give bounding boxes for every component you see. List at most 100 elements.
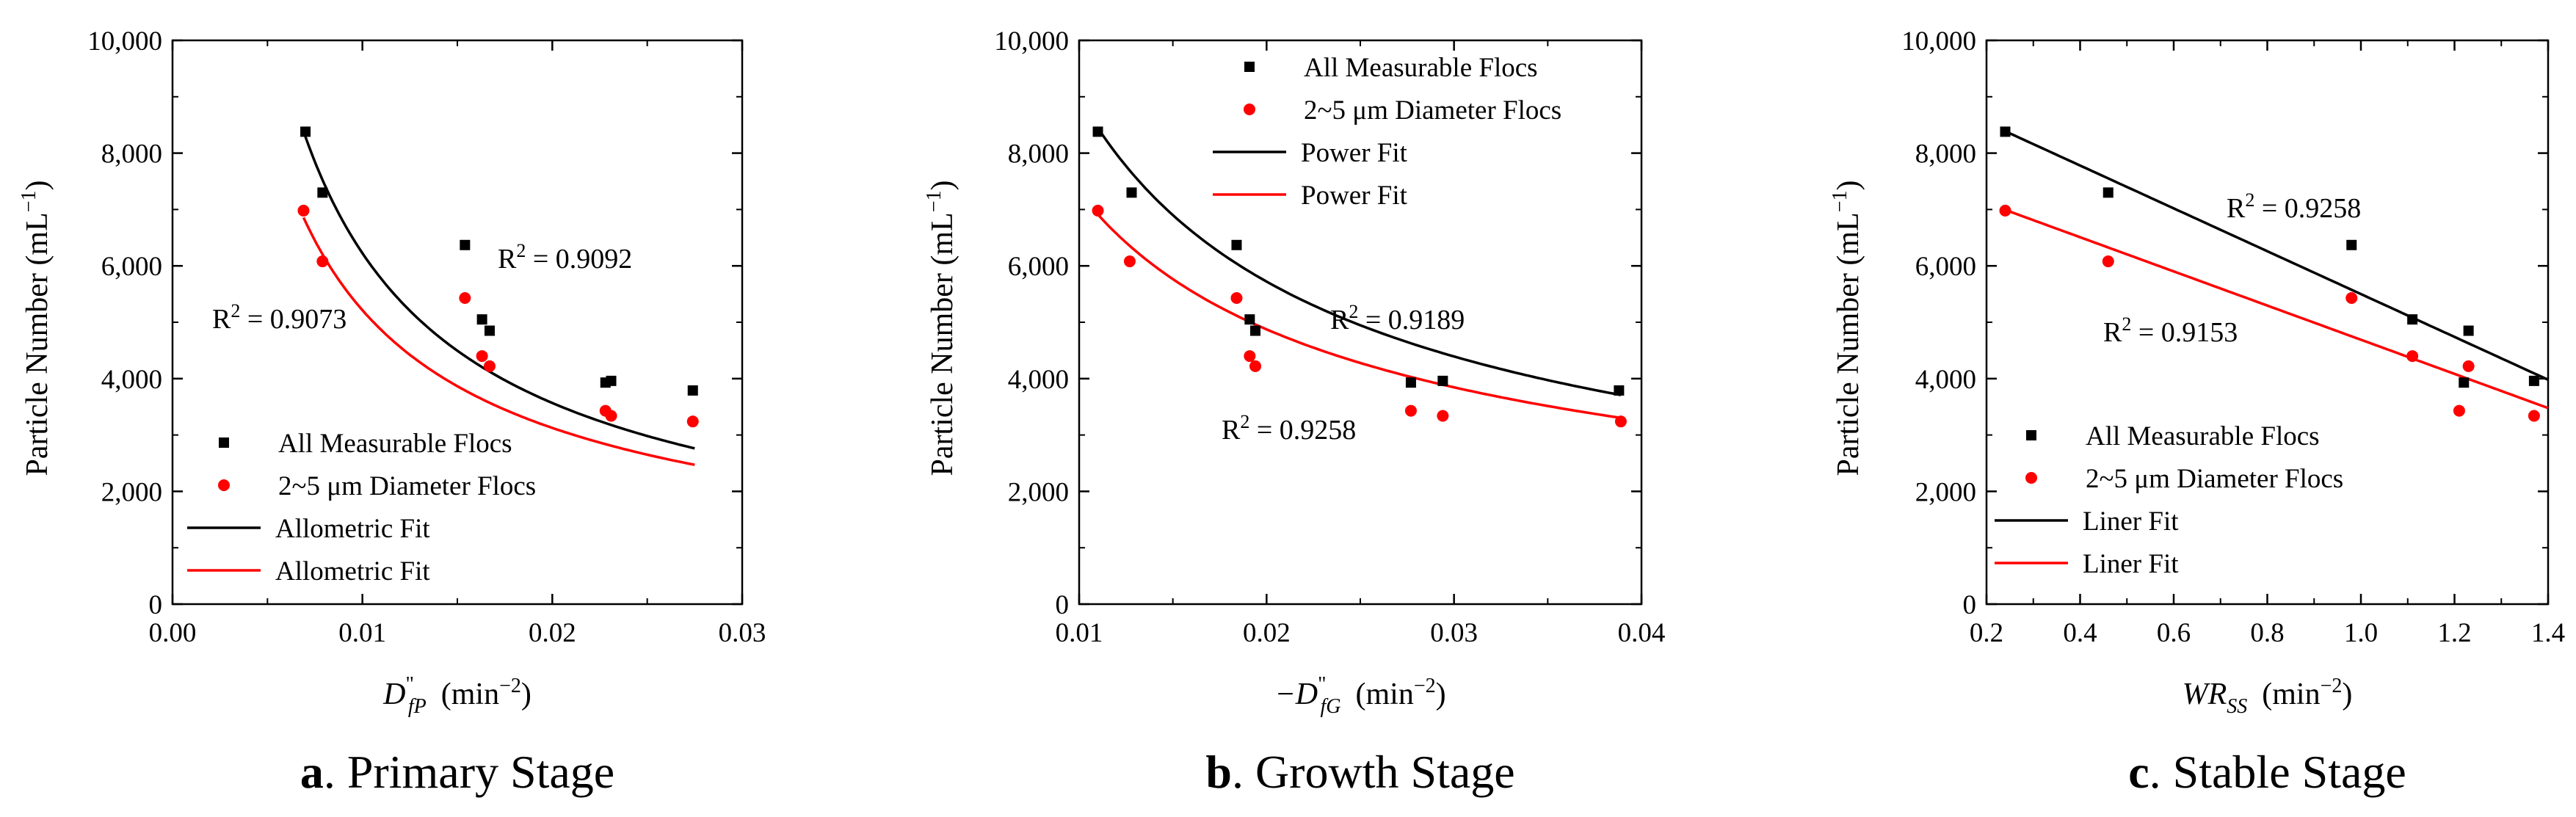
data-point-small-flocs [2345, 291, 2358, 304]
fit-line-all-flocs [302, 131, 695, 450]
x-tick-label: 0.01 [338, 618, 386, 648]
legend: All Measurable Flocs 2~5 μm Diameter Floc… [1213, 53, 1561, 211]
r-value: = 0.9258 [2254, 193, 2361, 224]
x-label-prime: " [405, 673, 413, 696]
data-point-all-flocs [1614, 385, 1625, 396]
y-label-close: ) [926, 180, 959, 190]
x-tick-label: 0.01 [1056, 618, 1103, 648]
y-tick-label: 6,000 [1008, 252, 1069, 282]
panel-caption: c. Stable Stage [2128, 746, 2406, 798]
r-squared-annotation: R2 = 0.9189 [1330, 301, 1465, 335]
r-sup: 2 [1240, 411, 1249, 432]
r-base: R [2227, 193, 2246, 224]
data-point-all-flocs [1092, 126, 1103, 137]
data-point-small-flocs [459, 291, 471, 304]
x-label-symbol: D [382, 678, 405, 711]
y-label-sup: −1 [1829, 190, 1851, 212]
data-point-small-flocs [316, 255, 329, 268]
r-value: = 0.9092 [526, 244, 632, 275]
legend-marker-square [1244, 62, 1255, 72]
data-point-all-flocs [2463, 325, 2474, 336]
y-label-sup: −1 [923, 190, 946, 212]
plot-frame [1985, 39, 2550, 606]
y-label-text: Particle Number (mL [21, 212, 54, 476]
x-label-sub: fG [1321, 695, 1341, 718]
legend-item-fit-small-label: Liner Fit [2083, 549, 2179, 579]
y-label-text: Particle Number (mL [1832, 212, 1865, 476]
x-label-symbol: −D [1274, 678, 1318, 711]
y-label-close: ) [1832, 180, 1865, 190]
data-point-small-flocs [476, 350, 488, 363]
x-label-units: (min [441, 678, 499, 711]
r-value: = 0.9153 [2131, 317, 2238, 348]
x-tick-label: 0.02 [529, 618, 576, 648]
data-point-small-flocs [1404, 404, 1417, 417]
data-point-all-flocs [606, 375, 617, 386]
x-label-units: (min [1356, 678, 1414, 711]
legend-item-all-flocs-label: All Measurable Flocs [278, 429, 512, 459]
legend-item-small-flocs-label: 2~5 μm Diameter Flocs [278, 471, 536, 501]
fit-line-all-flocs [1097, 127, 1622, 396]
y-tick-label: 10,000 [994, 26, 1069, 57]
legend-marker-square [219, 437, 229, 448]
r-base: R [498, 244, 517, 275]
r-squared-annotation: R2 = 0.9258 [2227, 189, 2361, 224]
legend-item-fit-small-label: Allometric Fit [275, 556, 430, 587]
legend-item-all-flocs-label: All Measurable Flocs [2086, 421, 2320, 451]
y-tick-label: 0 [1963, 590, 1977, 620]
y-axis-label: Particle Number (mL−1) [1829, 180, 1865, 476]
data-point-small-flocs [1123, 255, 1136, 268]
y-tick-label: 2,000 [1915, 477, 1976, 507]
r-sup: 2 [2122, 313, 2131, 335]
data-point-all-flocs [1231, 239, 1242, 250]
x-label-symbol: WR [2183, 678, 2227, 711]
r-value: = 0.9073 [240, 304, 347, 335]
data-point-small-flocs [483, 360, 496, 372]
x-tick-label: 0.03 [719, 618, 766, 648]
data-point-all-flocs [1244, 314, 1255, 325]
x-label-units-sup: −2 [499, 675, 521, 697]
x-tick-label: 0.8 [2250, 618, 2284, 648]
legend-item-fit-all-label: Power Fit [1301, 138, 1408, 168]
y-tick-label: 2,000 [1008, 477, 1069, 507]
data-point-small-flocs [2528, 410, 2540, 422]
r-squared-annotation: R2 = 0.9258 [1222, 411, 1356, 446]
x-label-sub: fP [408, 695, 427, 718]
legend-item-small-flocs-label: 2~5 μm Diameter Flocs [2086, 464, 2343, 494]
data-point-small-flocs [1999, 204, 2011, 217]
fit-line-all-flocs [2000, 128, 2549, 381]
r-sup: 2 [231, 300, 240, 322]
y-tick-label: 6,000 [101, 252, 162, 282]
r-sup: 2 [1349, 301, 1358, 322]
x-label-units-sup: −2 [1414, 675, 1436, 697]
caption-letter: b [1205, 746, 1232, 798]
data-point-small-flocs [1437, 410, 1449, 422]
r-value: = 0.9189 [1358, 305, 1465, 335]
y-tick-label: 0 [1056, 590, 1070, 620]
x-tick-label: 0.03 [1430, 618, 1478, 648]
r-sup: 2 [516, 240, 526, 261]
data-point-small-flocs [1249, 360, 1262, 372]
data-point-all-flocs [1250, 325, 1261, 336]
y-tick-label: 4,000 [1008, 365, 1069, 395]
data-point-all-flocs [2459, 377, 2470, 388]
x-tick-label: 1.4 [2531, 618, 2565, 648]
y-tick-label: 6,000 [1915, 252, 1976, 282]
legend: All Measurable Flocs 2~5 μm Diameter Floc… [187, 429, 536, 587]
x-tick-label: 0.2 [1970, 618, 2003, 648]
panel-caption: a. Primary Stage [300, 746, 614, 798]
r-base: R [1222, 415, 1241, 446]
data-point-all-flocs [317, 187, 328, 198]
x-label-close: ) [1436, 678, 1446, 711]
data-point-small-flocs [686, 415, 699, 428]
x-axis-label: D" fP (min−2) [382, 673, 531, 718]
x-label-units: (min [2262, 678, 2320, 711]
x-label-prime: " [1318, 673, 1326, 696]
legend-marker-circle [2025, 472, 2037, 484]
legend-item-small-flocs-label: 2~5 μm Diameter Flocs [1304, 95, 1561, 126]
data-point-all-flocs [2407, 314, 2418, 325]
legend-item-fit-all-label: Liner Fit [2083, 506, 2179, 537]
y-label-text: Particle Number (mL [926, 212, 959, 476]
legend-item-fit-small-label: Power Fit [1301, 181, 1408, 211]
